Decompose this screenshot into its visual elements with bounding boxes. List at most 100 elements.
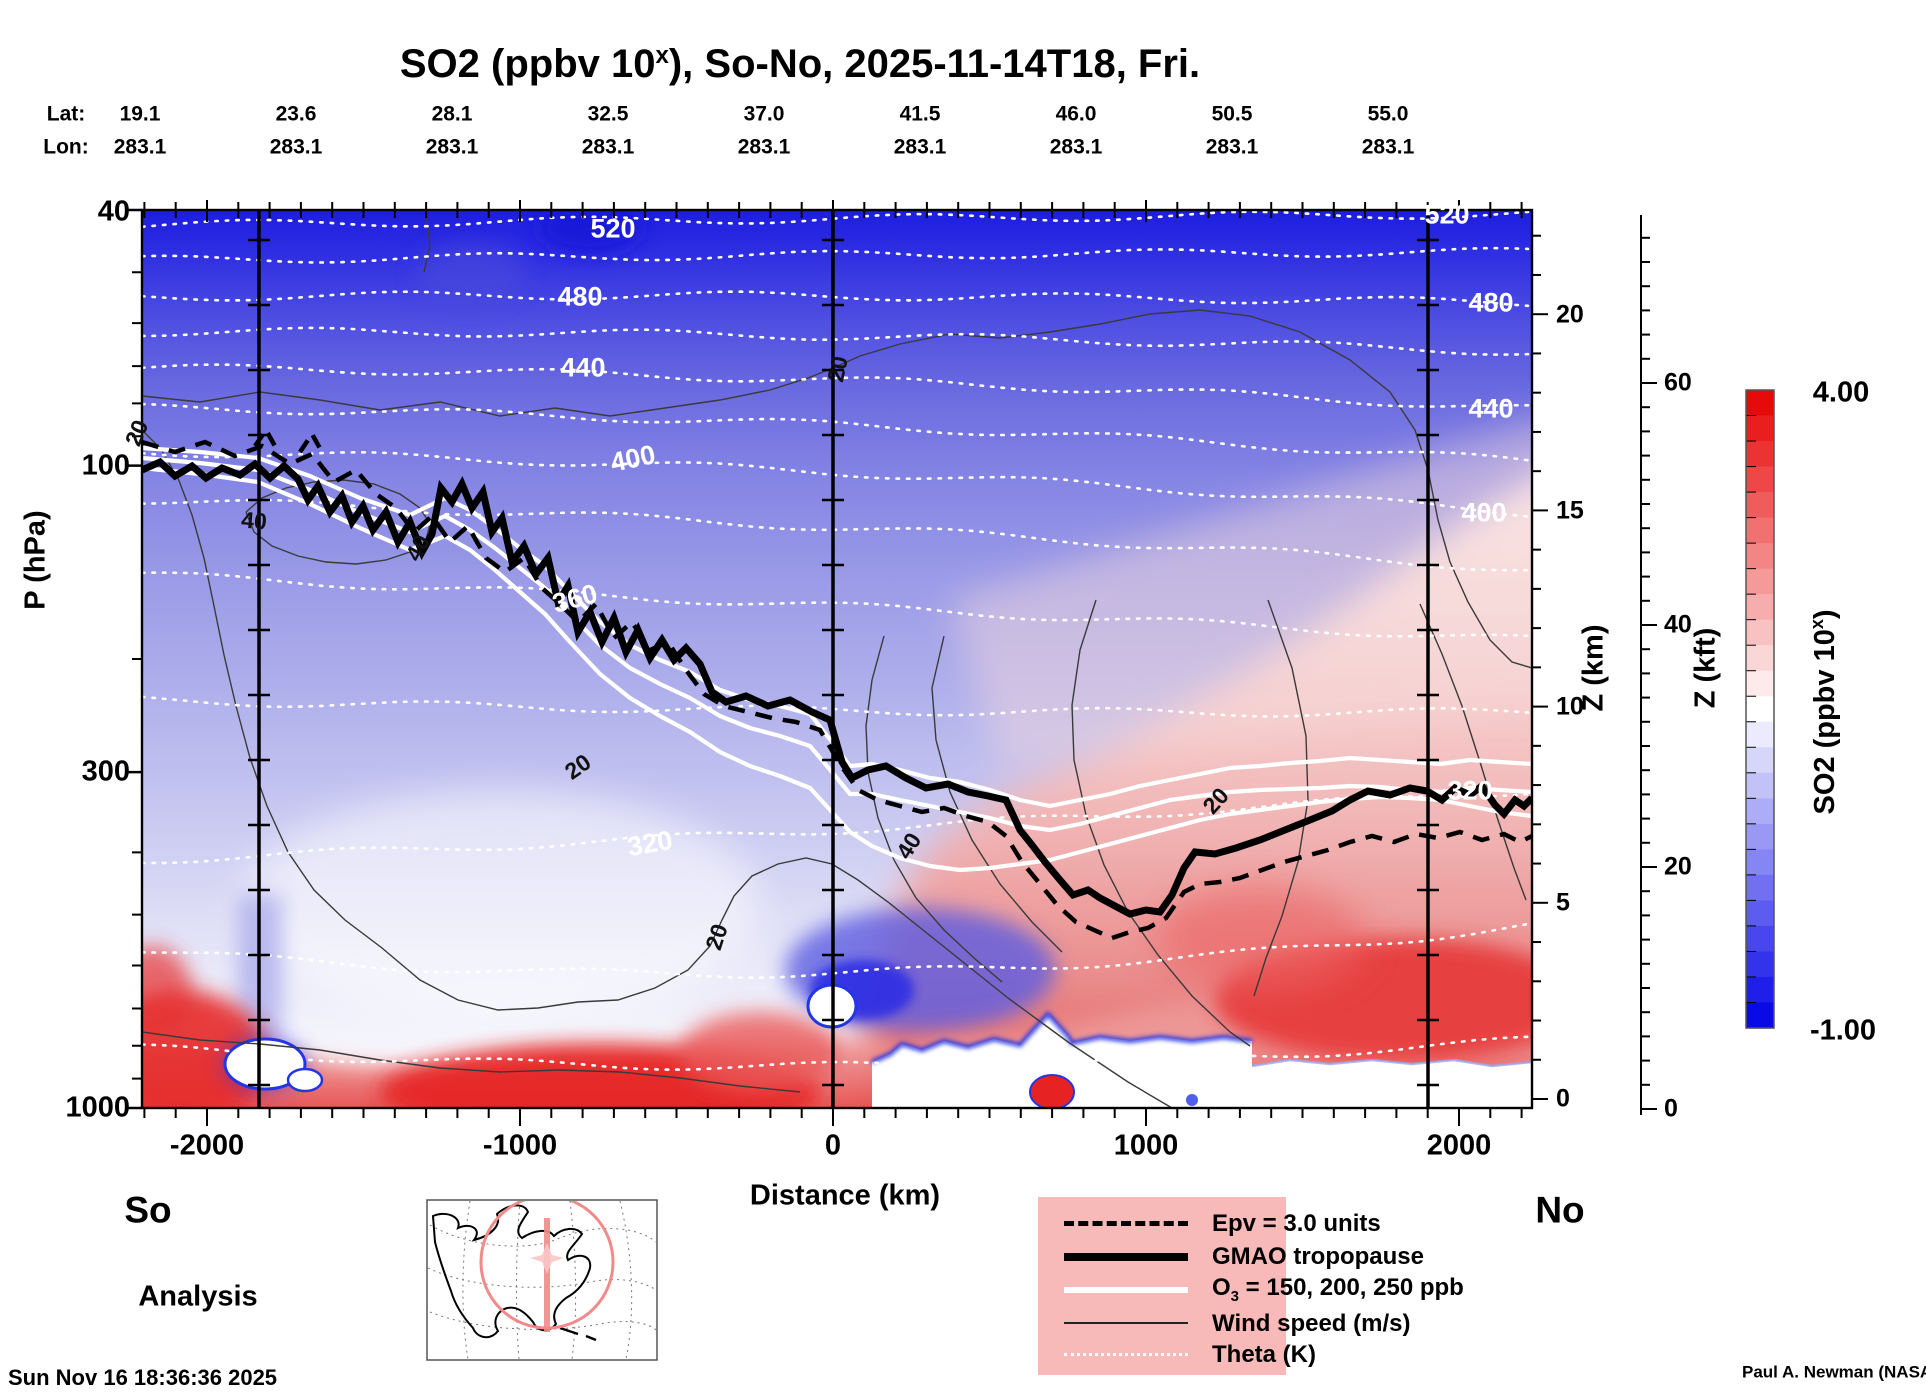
colorbar-axis-label: SO2 (ppbv 10x)	[1807, 609, 1841, 815]
legend-sample-ozone-line	[1064, 1287, 1188, 1293]
ozone-contour-1	[142, 455, 1532, 833]
p-tick-label-300: 300	[81, 755, 130, 788]
lat-row-label: Lat:	[46, 102, 86, 126]
analysis-label: Analysis	[138, 1280, 258, 1313]
zkft-tick-label-60: 60	[1664, 368, 1692, 397]
timestamp: Sun Nov 16 18:36:36 2025	[8, 1365, 278, 1390]
zkm-tick-label-20: 20	[1556, 300, 1584, 329]
theta-contour-2	[142, 290, 1530, 308]
theta-contour-9	[142, 695, 1530, 718]
lon-value-8: 283.1	[1361, 135, 1415, 159]
lon-row-label: Lon:	[43, 135, 89, 159]
endpoint-end-label: No	[1535, 1189, 1585, 1231]
theta-contour-4	[142, 363, 1530, 408]
colorbar-segment	[1746, 441, 1774, 468]
lon-value-4: 283.1	[737, 135, 791, 159]
colorbar-segment	[1746, 823, 1774, 850]
colorbar-segment	[1746, 798, 1774, 825]
colorbar-segment	[1746, 466, 1774, 493]
axes	[125, 200, 1657, 1126]
lat-value-1: 23.6	[275, 102, 317, 126]
map-graticule-meridian-1	[515, 1201, 521, 1359]
theta-label-0: 520	[590, 213, 636, 244]
cutout-fringe-right	[1251, 1058, 1532, 1068]
theta-label-8: 440	[1468, 393, 1514, 424]
lat-value-8: 55.0	[1367, 102, 1409, 126]
wind-contour-1	[142, 429, 1173, 1108]
lon-value-2: 283.1	[425, 135, 479, 159]
lat-value-5: 41.5	[899, 102, 941, 126]
colorbar-frame	[1745, 389, 1775, 1029]
colorbar-segment	[1746, 568, 1774, 595]
legend-sample-epv-line	[1064, 1221, 1188, 1226]
field-red-blob-left2	[142, 946, 192, 1038]
wind-label-3: 20	[822, 353, 853, 385]
colorbar	[1745, 389, 1775, 1029]
colorbar-segment	[1746, 900, 1774, 927]
p-tick-label-100: 100	[81, 449, 130, 482]
map-islands	[559, 1326, 597, 1342]
lat-value-0: 19.1	[119, 102, 161, 126]
legend-sample-tropopause-line	[1064, 1253, 1188, 1261]
lat-value-7: 50.5	[1211, 102, 1253, 126]
zkft-tick-label-40: 40	[1664, 610, 1692, 639]
legend-box	[1038, 1197, 1286, 1375]
map-contents	[428, 1201, 656, 1359]
colorbar-segment	[1746, 925, 1774, 953]
lat-value-2: 28.1	[431, 102, 473, 126]
theta-label-9: 400	[1461, 497, 1507, 528]
zkft-tick-label-20: 20	[1664, 852, 1692, 881]
map-graticule-meridian-3	[619, 1201, 633, 1359]
legend-sample-wind-line	[1064, 1322, 1188, 1324]
x-tick-label--2000: -2000	[169, 1129, 245, 1162]
x-tick-label-1000: 1000	[1113, 1129, 1179, 1162]
p-tick-label-40: 40	[97, 195, 130, 228]
theta-contour-3	[142, 326, 1530, 356]
field-red-blob-center2	[680, 1012, 840, 1092]
wind-contour-4	[931, 635, 1063, 953]
p-tick-label-1000: 1000	[65, 1091, 130, 1124]
colorbar-segment	[1746, 492, 1774, 519]
colorbar-segment	[1746, 721, 1774, 748]
colorbar-segment	[1746, 951, 1774, 978]
zkm-axis-label: Z (km)	[1577, 624, 1610, 712]
pressure-axis-label: P (hPa)	[19, 510, 52, 610]
field-palepink-wash	[950, 420, 1532, 770]
theta-contour-8	[142, 571, 1530, 638]
cutout-blue-fringe	[871, 1011, 1253, 1064]
waypoint-lines	[248, 210, 1439, 1108]
wind-contour-3	[865, 635, 1003, 983]
x-axis-label: Distance (km)	[749, 1179, 941, 1212]
field-white-wash	[240, 790, 760, 1020]
lon-value-5: 283.1	[893, 135, 947, 159]
map-graticule-meridian-0	[462, 1201, 471, 1359]
lat-value-4: 37.0	[743, 102, 785, 126]
theta-label-6: 520	[1424, 199, 1470, 230]
colorbar-segment	[1746, 390, 1774, 417]
x-tick-label-2000: 2000	[1426, 1129, 1492, 1162]
map-inset	[426, 1199, 658, 1361]
page-title: SO2 (ppbv 10x), So-No, 2025-11-14T18, Fr…	[399, 41, 1201, 87]
wind-label-1: 40	[240, 506, 268, 535]
lon-value-6: 283.1	[1049, 135, 1103, 159]
zkm-tick-label-10: 10	[1556, 692, 1584, 721]
epv-fragment-2	[298, 429, 324, 454]
color-field	[142, 210, 1532, 1108]
map-section-star	[530, 1243, 564, 1274]
zkft-tick-label-0: 0	[1664, 1094, 1678, 1123]
lon-value-3: 283.1	[581, 135, 635, 159]
lon-value-0: 283.1	[113, 135, 167, 159]
lon-value-7: 283.1	[1205, 135, 1259, 159]
credit: Paul A. Newman (NASA	[1742, 1362, 1926, 1382]
theta-contour-10	[142, 792, 1530, 865]
wind-contour-2	[245, 479, 431, 565]
zkm-tick-label-5: 5	[1556, 888, 1570, 917]
cutout-red-spot	[1029, 1074, 1075, 1108]
field-darkblue-blob	[538, 210, 642, 254]
ozone-contour-0	[142, 445, 1532, 809]
ozone-contour-2	[142, 465, 1532, 873]
legend-sample-theta-line	[1064, 1353, 1188, 1356]
tropopause-contour	[142, 457, 1532, 918]
